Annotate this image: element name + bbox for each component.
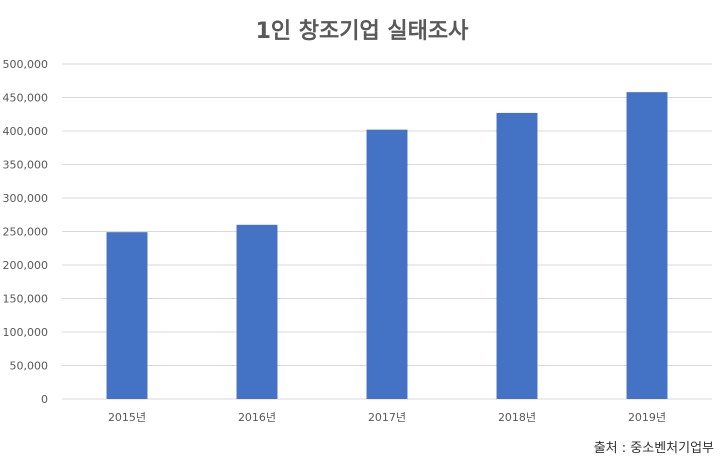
x-tick-label: 2016년 xyxy=(238,411,276,424)
x-axis-ticks: 2015년 2016년 2017년 2018년 2019년 xyxy=(108,411,666,424)
bars xyxy=(106,92,668,399)
x-tick-label: 2018년 xyxy=(498,411,536,424)
y-axis-ticks: 0 50,000 100,000 150,000 200,000 250,000 300,0… xyxy=(3,58,49,406)
y-tick-label: 250,000 xyxy=(3,226,49,239)
bar-2016년 xyxy=(236,224,278,399)
y-tick-label: 50,000 xyxy=(10,360,49,373)
bar-2015년 xyxy=(106,232,148,399)
y-tick-label: 300,000 xyxy=(3,192,49,205)
y-tick-label: 350,000 xyxy=(3,159,49,172)
bar-2019년 xyxy=(626,92,668,399)
source-note: 출처 : 중소벤처기업부 xyxy=(594,441,714,456)
chart-title: 1인 창조기업 실태조사 xyxy=(256,19,470,44)
y-tick-label: 150,000 xyxy=(3,293,49,306)
x-tick-label: 2015년 xyxy=(108,411,146,424)
x-tick-label: 2017년 xyxy=(368,411,406,424)
y-tick-label: 400,000 xyxy=(3,125,49,138)
y-tick-label: 450,000 xyxy=(3,92,49,105)
x-tick-label: 2019년 xyxy=(628,411,666,424)
y-tick-label: 200,000 xyxy=(3,259,49,272)
y-tick-label: 500,000 xyxy=(3,58,49,71)
y-tick-label: 100,000 xyxy=(3,326,49,339)
bar-2017년 xyxy=(366,129,408,399)
y-tick-label: 0 xyxy=(41,393,48,406)
bar-2018년 xyxy=(496,112,538,399)
